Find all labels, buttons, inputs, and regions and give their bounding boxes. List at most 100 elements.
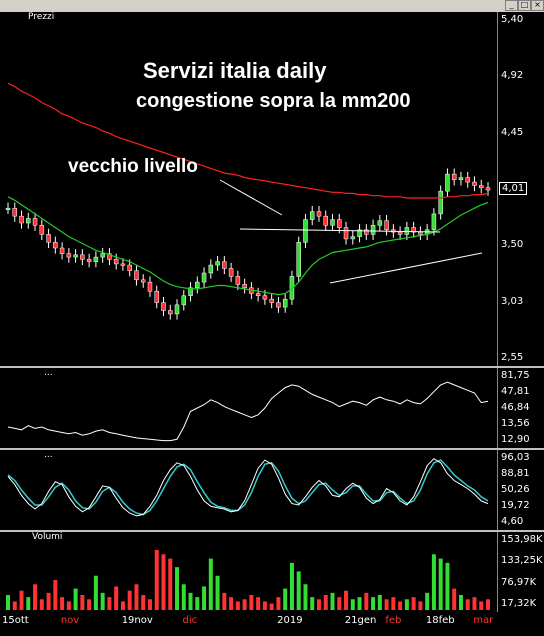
date-axis-label: dic (182, 615, 198, 626)
volume-bar (175, 567, 180, 610)
candle-body (445, 173, 450, 192)
volume-axis-tick-label: 76,97K (501, 576, 537, 588)
rsi-pane: ... 81,75 47,81 46,84 13,56 12,90 (0, 368, 544, 448)
volume-bar (53, 580, 58, 610)
volume-bar (330, 592, 335, 610)
date-axis-label: 15ott (2, 615, 29, 626)
candle-body (472, 181, 477, 186)
volume-bar (316, 599, 321, 610)
chart-subtitle-annotation: congestione sopra la mm200 (136, 90, 411, 112)
rsi-axis-tick-label: 81,75 (501, 370, 530, 381)
candle-body (235, 276, 241, 285)
candle-body (269, 298, 274, 303)
price-axis-tick-label: 2,55 (501, 352, 524, 363)
resistance-line (239, 228, 441, 233)
candle-body (485, 187, 491, 191)
candle-body (208, 264, 214, 274)
stochastic-pane: ... 96,03 88,81 50,26 19,72 4,60 (0, 450, 544, 530)
candle-body (19, 215, 24, 224)
volume-bar (458, 595, 463, 610)
date-axis-label: 18feb (425, 615, 455, 626)
volume-bar (377, 595, 382, 610)
price-chart (5, 82, 491, 320)
date-axis-label: 21gen (344, 615, 377, 626)
candle-body (174, 304, 180, 315)
volume-bar (249, 595, 254, 610)
rsi-axis-tick-label: 47,81 (501, 386, 530, 397)
volume-bar (391, 597, 396, 610)
level-arrow (219, 179, 283, 216)
volume-bar (438, 558, 443, 610)
candle-body (465, 177, 470, 183)
candle-body (66, 253, 72, 258)
volume-bar (181, 584, 186, 610)
volume-bar (222, 592, 227, 610)
volume-bar (479, 601, 484, 610)
candle-body (107, 253, 112, 260)
volume-bar (195, 597, 200, 610)
candle-body (113, 259, 119, 265)
candle-body (53, 242, 58, 249)
volume-bar (127, 590, 132, 610)
volume-bar (6, 595, 10, 610)
candle-body (168, 310, 173, 315)
volume-bar (431, 554, 436, 610)
stoch-k-line (7, 458, 489, 517)
minimize-button[interactable]: _ (505, 0, 518, 11)
volume-bar (93, 575, 98, 610)
volume-bar (486, 599, 490, 610)
candle-body (350, 236, 356, 240)
volume-bar (398, 601, 403, 610)
volume-axis-tick-label: 153,98K (501, 534, 543, 545)
candle-body (330, 219, 335, 226)
candle-body (303, 219, 308, 243)
volume-chart (6, 550, 490, 610)
price-axis-tick-label: 5,40 (501, 14, 524, 25)
rsi-axis-tick-label: 13,56 (501, 418, 530, 429)
candle-body (431, 213, 437, 231)
candle-body (289, 276, 295, 300)
candle-body (86, 259, 92, 262)
candle-body (154, 290, 159, 303)
volume-bar (39, 599, 44, 610)
volume-bar (357, 597, 362, 610)
volume-bar (384, 599, 389, 610)
candle-body (384, 220, 389, 231)
volume-bar (168, 558, 173, 610)
price-pane-title: Prezzi (28, 12, 55, 22)
volume-bar (337, 597, 342, 610)
volume-bar (60, 597, 65, 610)
candle-body (370, 225, 376, 235)
candle-body (39, 225, 45, 235)
volume-bar (371, 597, 376, 610)
stochastic-axis-tick-label: 88,81 (501, 468, 530, 479)
candle-body (5, 207, 11, 210)
ma200-line (7, 82, 489, 199)
volume-bar (472, 597, 477, 610)
close-button[interactable]: × (531, 0, 544, 11)
volume-bar (147, 599, 152, 610)
candle-body (201, 272, 207, 283)
candle-body (59, 247, 65, 254)
candle-body (397, 231, 403, 235)
candle-body (262, 295, 268, 300)
volume-axis-tick-label: 133,25K (501, 555, 543, 567)
candle-body (12, 207, 18, 217)
candle-body (228, 268, 234, 277)
candle-body (377, 220, 383, 226)
candle-body (478, 185, 484, 188)
rsi-axis: 81,75 47,81 46,84 13,56 12,90 (497, 368, 544, 448)
volume-bar (33, 584, 38, 610)
volume-bar (445, 562, 450, 610)
candle-body (276, 302, 281, 308)
volume-bar (208, 558, 213, 610)
candle-body (343, 227, 349, 240)
volume-bar (235, 601, 240, 610)
maximize-button[interactable]: □ (518, 0, 531, 11)
volume-bar (66, 601, 71, 610)
date-axis-label: 2019 (277, 615, 303, 626)
volume-bar (46, 592, 51, 610)
volume-bar (154, 550, 159, 610)
volume-bar (283, 588, 288, 610)
volume-bar (425, 592, 430, 610)
